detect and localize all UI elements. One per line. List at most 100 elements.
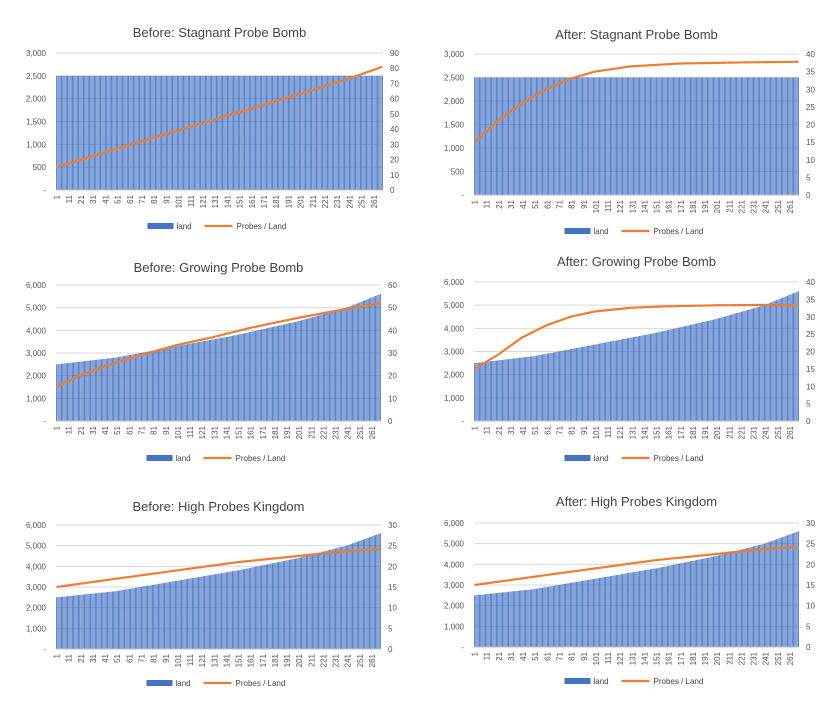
- land-bar: [631, 337, 633, 421]
- x-tick-label: 91: [580, 199, 589, 208]
- land-bar: [496, 593, 497, 647]
- land-bar: [670, 565, 672, 647]
- land-bar: [717, 77, 719, 195]
- land-bar: [342, 75, 344, 190]
- land-bar: [92, 593, 94, 649]
- x-tick-label: 141: [223, 194, 232, 208]
- land-bar: [61, 75, 62, 190]
- land-bar: [186, 75, 188, 190]
- land-bar: [325, 550, 327, 649]
- land-bar: [284, 560, 286, 649]
- x-tick-label: 221: [319, 653, 328, 667]
- land-bar: [110, 591, 112, 649]
- land-bar: [286, 75, 288, 190]
- land-bar: [325, 313, 327, 421]
- land-bar: [651, 569, 653, 647]
- land-bar: [234, 75, 236, 190]
- land-bar: [578, 581, 580, 647]
- land-bar: [337, 310, 339, 421]
- y-right-tick-label: 40: [388, 326, 397, 335]
- land-bar: [286, 323, 288, 421]
- land-bar: [327, 312, 329, 421]
- land-bar: [240, 569, 242, 649]
- land-bar: [653, 77, 655, 195]
- land-bar: [266, 75, 267, 190]
- land-bar: [372, 535, 374, 649]
- land-bar: [255, 330, 256, 421]
- land-bar: [594, 77, 596, 195]
- land-bar: [759, 544, 761, 647]
- land-bar: [163, 75, 165, 190]
- land-bar: [272, 563, 273, 649]
- land-bar: [658, 77, 660, 195]
- land-bar: [694, 77, 696, 195]
- land-bar: [616, 340, 617, 421]
- land-bar: [262, 565, 264, 649]
- x-tick-label: 211: [725, 199, 734, 212]
- land-bar: [557, 585, 559, 647]
- x-tick-label: 61: [543, 651, 552, 660]
- land-bar: [291, 75, 293, 190]
- land-bar: [59, 596, 61, 649]
- land-bar: [622, 77, 623, 195]
- land-bar: [785, 296, 787, 421]
- y-left-tick-label: -: [43, 645, 46, 654]
- land-bar: [532, 77, 534, 195]
- legend-probes-label: Probes / Land: [237, 222, 287, 231]
- land-bar: [114, 75, 116, 190]
- land-bar: [736, 550, 737, 647]
- land-bar: [144, 75, 145, 190]
- land-bar: [330, 75, 332, 190]
- land-bar: [128, 588, 130, 649]
- land-bar: [651, 77, 653, 195]
- land-bar: [757, 77, 759, 195]
- land-bar: [56, 597, 58, 649]
- land-bar: [784, 296, 786, 421]
- land-bar: [159, 583, 161, 649]
- land-bar: [482, 77, 484, 195]
- land-bar: [246, 332, 248, 421]
- land-bar: [722, 77, 724, 195]
- land-bar: [303, 556, 305, 649]
- land-bar: [329, 312, 330, 421]
- y-right-tick-label: 40: [806, 278, 815, 287]
- land-bar: [681, 563, 683, 647]
- land-bar: [674, 77, 676, 195]
- land-bar: [582, 346, 583, 421]
- land-bar: [267, 75, 269, 190]
- land-bar: [474, 363, 476, 421]
- land-bar: [136, 75, 138, 190]
- land-bar: [520, 77, 522, 195]
- land-bar: [646, 334, 648, 421]
- land-bar: [282, 561, 284, 649]
- y-right-tick-label: 10: [388, 604, 397, 613]
- land-bar: [282, 324, 284, 421]
- land-bar: [303, 319, 305, 421]
- y-left-tick-label: 1,000: [26, 140, 47, 149]
- land-bar: [506, 591, 508, 647]
- land-bar: [690, 324, 691, 421]
- land-bar: [335, 310, 336, 421]
- land-bar: [302, 75, 304, 190]
- land-bar: [583, 77, 585, 195]
- land-bar: [624, 573, 626, 647]
- land-bar: [697, 323, 699, 421]
- land-bar: [217, 338, 219, 421]
- x-tick-label: 211: [725, 651, 734, 664]
- land-bar: [745, 310, 747, 421]
- land-bar: [150, 75, 151, 190]
- legend-land-swatch: [564, 678, 591, 684]
- land-bar: [230, 571, 232, 649]
- chart-panel-1: Before: Stagnant Probe Bomb-5001,0001,50…: [26, 25, 399, 231]
- land-bar: [724, 553, 725, 647]
- land-bar: [636, 336, 638, 421]
- land-bar: [708, 557, 710, 647]
- land-bar: [340, 75, 342, 190]
- x-tick-label: 81: [150, 653, 159, 662]
- land-bar: [350, 543, 352, 649]
- land-bar: [121, 590, 123, 649]
- land-bar: [717, 555, 719, 647]
- land-bar: [737, 77, 739, 195]
- land-bar: [149, 351, 151, 421]
- land-bar: [623, 77, 625, 195]
